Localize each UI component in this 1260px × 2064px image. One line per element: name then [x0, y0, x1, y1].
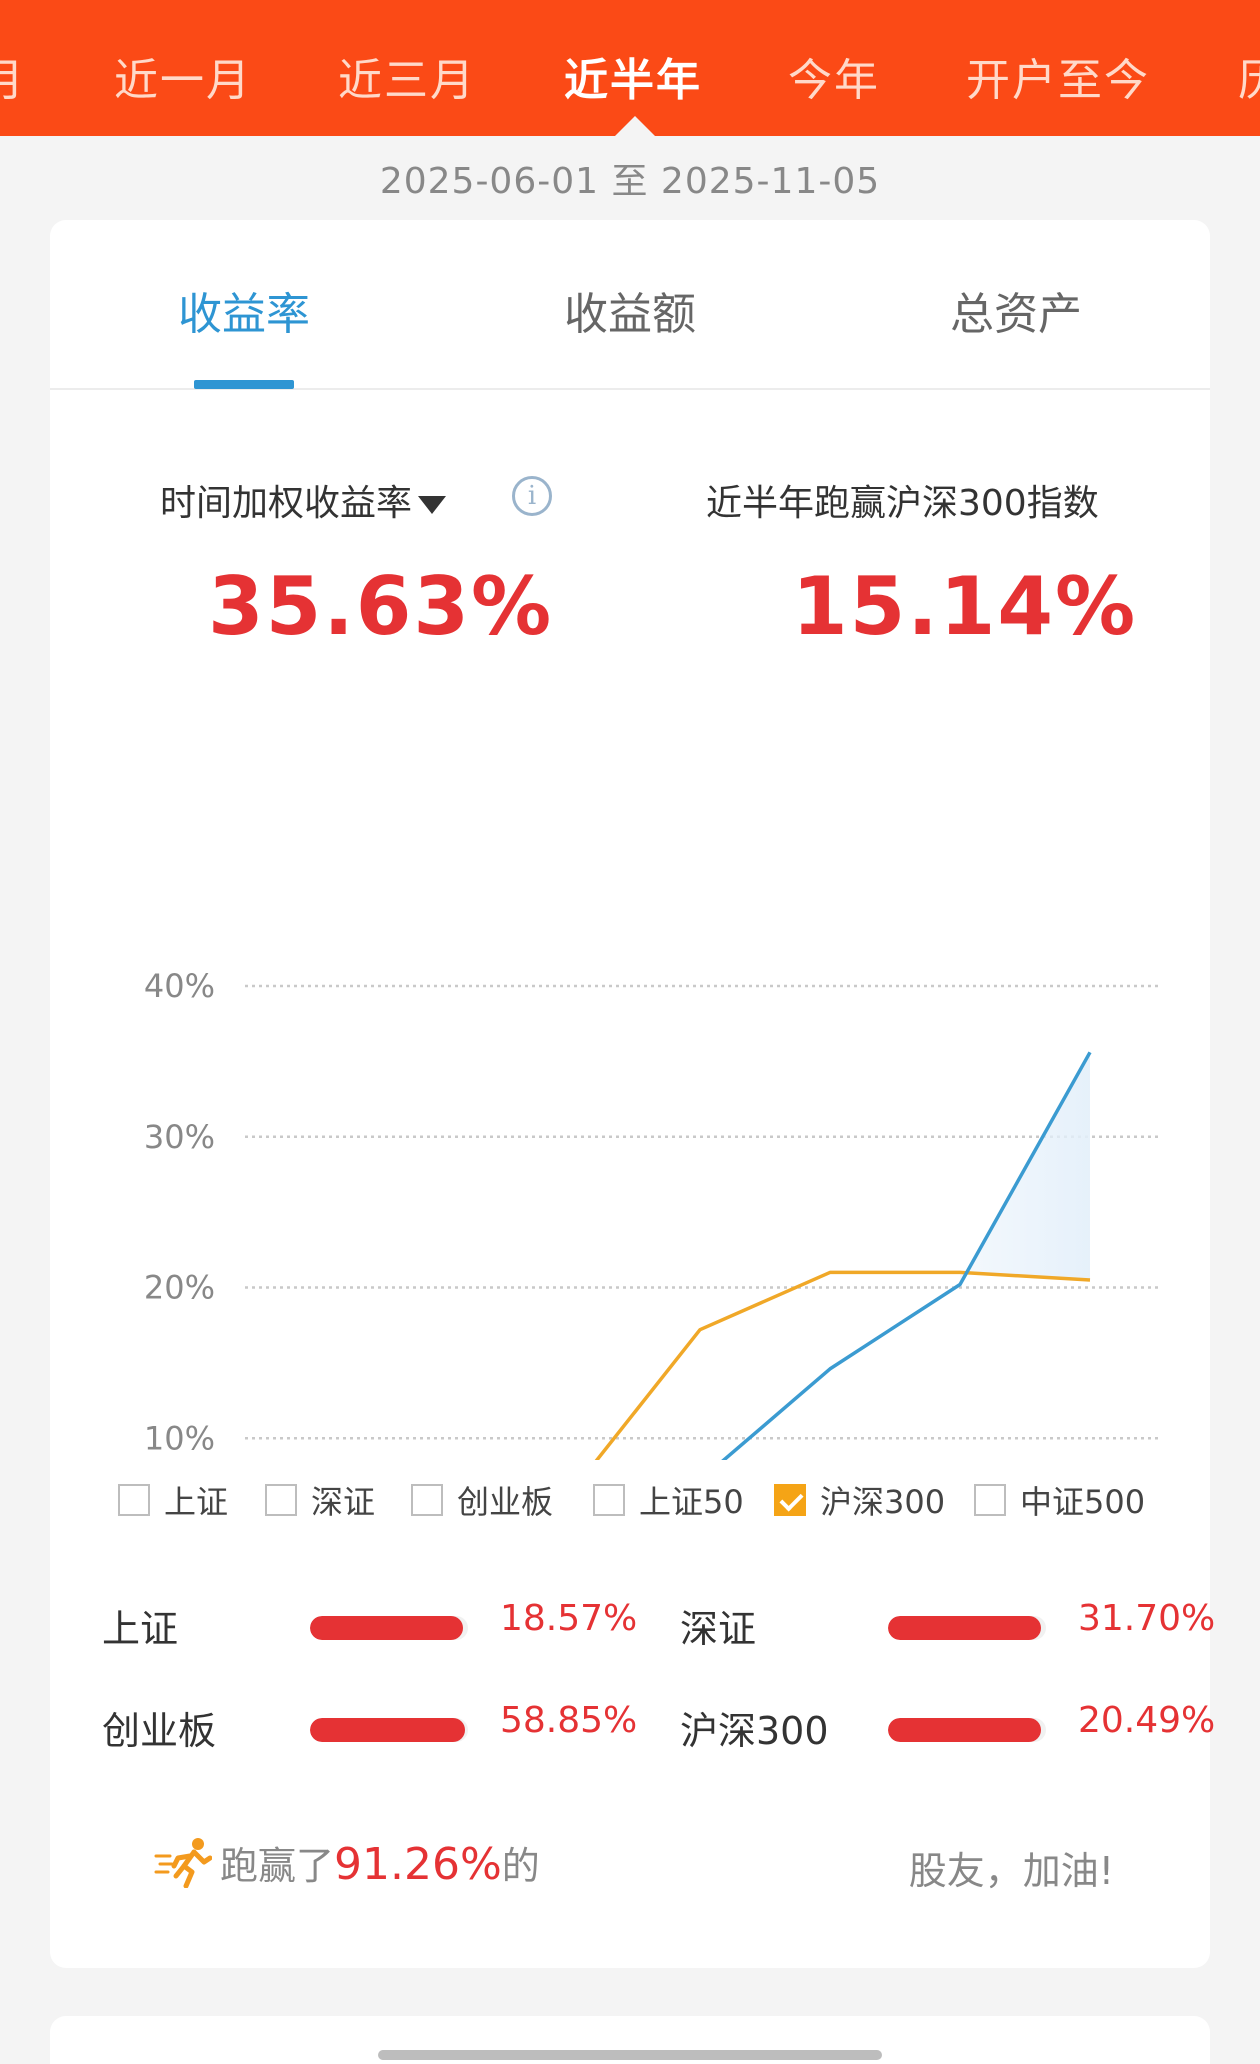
return-line-chart: 40%30%20%10%0%20250603202507312025093020…	[144, 967, 1158, 1460]
returns-card: 收益率 收益额 总资产 时间加权收益率 i 近半年跑赢沪深300指数 35.63…	[50, 220, 1215, 1968]
legend-label: 深证	[311, 1483, 376, 1521]
period-tab-since-open[interactable]: 开户至今	[966, 55, 1150, 106]
legend-checkbox-0[interactable]: 上证	[118, 1475, 228, 1525]
y-tick-label: 10%	[144, 1419, 215, 1457]
comparison-bar-track	[310, 1616, 468, 1640]
comparison-row: 创业板 58.85%	[102, 1700, 637, 1760]
return-type-dropdown[interactable]: 时间加权收益率	[160, 474, 447, 526]
return-rate-value: 35.63%	[208, 560, 554, 653]
cheer-text: 股友，加油!	[908, 1849, 1114, 1893]
comparison-bar-track	[888, 1616, 1046, 1640]
comparison-name: 上证	[102, 1607, 179, 1651]
outperformance-area	[960, 1052, 1090, 1285]
series-line-hs300	[594, 1270, 1091, 1460]
period-tab-6m[interactable]: 近半年	[564, 55, 702, 106]
beat-index-label: 近半年跑赢沪深300指数	[706, 483, 1099, 524]
checkbox-icon	[593, 1484, 625, 1516]
checkbox-icon	[974, 1484, 1006, 1516]
comparison-value: 31.70%	[1078, 1598, 1216, 1639]
comparison-value: 20.49%	[1078, 1700, 1216, 1741]
checkbox-icon	[118, 1484, 150, 1516]
beat-percent: 91.26%	[334, 1839, 502, 1890]
beat-index-value: 15.14%	[792, 560, 1138, 653]
legend-label: 中证500	[1020, 1483, 1146, 1521]
comparison-value: 58.85%	[500, 1700, 638, 1741]
tab-return-rate[interactable]: 收益率	[178, 289, 310, 340]
beat-peers-text: 跑赢了91.26%的	[220, 1835, 540, 1890]
series-line-account	[721, 1051, 1092, 1460]
comparison-value: 18.57%	[500, 1598, 638, 1639]
legend-checkbox-4[interactable]: 沪深300	[774, 1475, 945, 1525]
runner-icon	[154, 1838, 212, 1888]
legend-checkbox-2[interactable]: 创业板	[411, 1475, 553, 1525]
home-indicator	[378, 2050, 882, 2060]
info-icon[interactable]: i	[512, 476, 552, 516]
active-tab-pointer	[615, 116, 655, 136]
comparison-bar-fill	[888, 1616, 1042, 1640]
comparison-bar-fill	[310, 1718, 465, 1742]
tab-return-amount[interactable]: 收益额	[564, 289, 696, 340]
period-tab-history-partial[interactable]: 历	[1238, 44, 1260, 108]
comparison-name: 沪深300	[680, 1709, 829, 1753]
tab-total-assets[interactable]: 总资产	[950, 289, 1082, 340]
legend-checkbox-1[interactable]: 深证	[265, 1475, 375, 1525]
date-range: 2025-06-01 至 2025-11-05	[379, 161, 881, 202]
comparison-name: 深证	[680, 1607, 757, 1651]
y-tick-label: 30%	[144, 1118, 215, 1156]
checkbox-checked-icon	[774, 1484, 806, 1516]
index-legend: 上证 深证 创业板 上证50 沪深300 中证500	[50, 1475, 1210, 1535]
legend-label: 上证50	[639, 1483, 744, 1521]
legend-label: 沪深300	[820, 1483, 946, 1521]
comparison-bar-track	[310, 1718, 468, 1742]
return-type-label: 时间加权收益率	[160, 483, 413, 524]
legend-label: 创业板	[457, 1483, 554, 1521]
period-tab-ytd[interactable]: 今年	[788, 55, 880, 106]
checkbox-icon	[265, 1484, 297, 1516]
metric-tabs: 收益率 收益额 总资产	[50, 220, 1210, 390]
period-tab-bar: 月 近一月 近三月 近半年 今年 开户至今 历	[0, 0, 1260, 136]
beat-prefix: 跑赢了	[220, 1844, 335, 1888]
legend-label: 上证	[164, 1483, 229, 1521]
beat-suffix: 的	[501, 1844, 540, 1888]
y-tick-label: 20%	[144, 1269, 215, 1307]
period-tab-month-partial[interactable]: 月	[0, 55, 26, 106]
period-tab-3m[interactable]: 近三月	[338, 55, 476, 106]
legend-checkbox-3[interactable]: 上证50	[593, 1475, 744, 1525]
y-tick-label: 40%	[144, 967, 215, 1005]
comparison-bar-fill	[310, 1616, 464, 1640]
active-tab-underline	[194, 380, 294, 389]
caret-down-icon	[418, 496, 447, 514]
comparison-row: 上证 18.57%	[102, 1598, 637, 1658]
comparison-bar-fill	[888, 1718, 1042, 1742]
period-tab-1m[interactable]: 近一月	[114, 55, 252, 106]
comparison-row: 深证 31.70%	[680, 1598, 1215, 1658]
comparison-row: 沪深300 20.49%	[680, 1700, 1215, 1760]
comparison-name: 创业板	[102, 1709, 217, 1753]
comparison-bar-track	[888, 1718, 1046, 1742]
legend-checkbox-5[interactable]: 中证500	[974, 1475, 1145, 1525]
checkbox-icon	[411, 1484, 443, 1516]
